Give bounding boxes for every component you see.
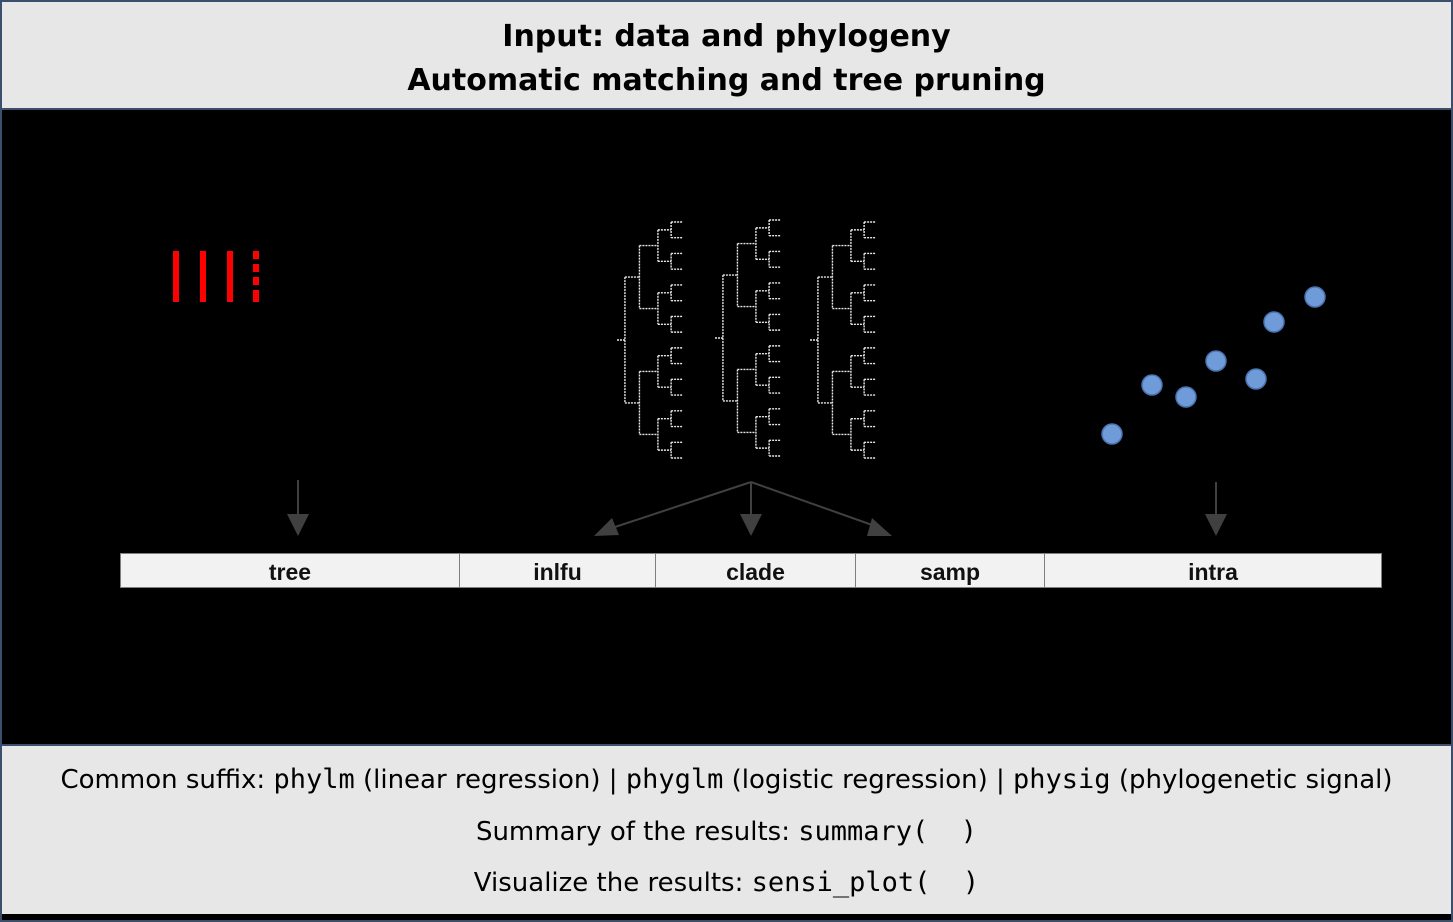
module-clade: clade: [655, 553, 856, 588]
arrow-down-intra: [1205, 482, 1227, 536]
arrows: [287, 480, 1227, 536]
fn-phylm-desc: (linear regression): [354, 765, 609, 795]
fn-phyglm-desc: (logistic regression): [723, 765, 996, 795]
scatter-point: [1205, 350, 1227, 372]
module-tree: tree: [120, 553, 460, 588]
fn-phyglm: phyglm: [625, 764, 724, 795]
scatter-point: [1304, 286, 1326, 308]
scatter-plot-icon: [1101, 286, 1326, 445]
suffix-label: Common suffix:: [60, 765, 274, 795]
fn-sensi-plot: sensi_plot( ): [751, 867, 980, 898]
spacer: [1005, 765, 1013, 795]
separator: |: [608, 765, 618, 795]
scatter-point: [1263, 311, 1285, 333]
header-subtitle: Automatic matching and tree pruning: [407, 63, 1046, 98]
module-intra: intra: [1044, 553, 1382, 588]
arrow-down-tree: [287, 480, 309, 536]
scatter-point: [1245, 368, 1267, 390]
scatter-point: [1175, 386, 1197, 408]
phylogenetic-trees-icon: [617, 219, 876, 459]
functions-footer-panel: Common suffix: phylm (linear regression)…: [2, 744, 1451, 914]
module-inlfu: inlfu: [459, 553, 656, 588]
scatter-point: [1141, 374, 1163, 396]
tally-marks-icon: [173, 251, 259, 302]
visualize-label: Visualize the results:: [473, 868, 752, 898]
module-samp: samp: [855, 553, 1045, 588]
fn-phylm: phylm: [273, 764, 355, 795]
summary-line: Summary of the results: summary( ): [2, 816, 1451, 847]
spacer: [618, 765, 626, 795]
fn-physig-desc: (phylogenetic signal): [1110, 765, 1393, 795]
header-title: Input: data and phylogeny: [502, 19, 951, 54]
common-suffix-line: Common suffix: phylm (linear regression)…: [2, 764, 1451, 795]
arrow-down-clade: [740, 482, 762, 536]
arrow-right-samp: [750, 481, 892, 536]
input-header-panel: Input: data and phylogeny Automatic matc…: [2, 2, 1451, 110]
scatter-point: [1101, 423, 1123, 445]
fn-summary: summary( ): [798, 816, 978, 847]
summary-label: Summary of the results:: [475, 817, 799, 847]
visualize-line: Visualize the results: sensi_plot( ): [2, 867, 1451, 898]
fn-physig: physig: [1013, 764, 1111, 795]
arrow-left-inlfu: [594, 481, 752, 536]
separator: |: [996, 765, 1005, 795]
